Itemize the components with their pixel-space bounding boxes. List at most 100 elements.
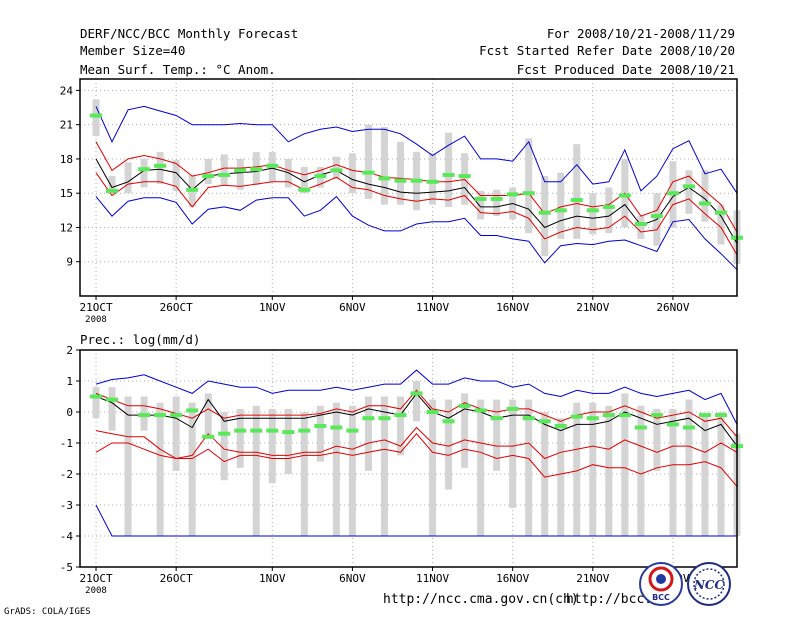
observed-marker [186, 187, 199, 192]
x-tick-label: 1NOV [259, 301, 286, 314]
spread-bar [573, 144, 581, 239]
spread-bar [204, 158, 212, 185]
observed-marker [426, 179, 439, 184]
x-tick-label: 26OCT [160, 301, 193, 314]
observed-marker [282, 430, 295, 435]
observed-marker [490, 196, 503, 201]
y-tick-label: 0 [66, 406, 73, 419]
observed-marker [186, 408, 199, 413]
observed-marker [90, 113, 103, 118]
spread-bar [573, 402, 581, 536]
x-tick-label: 26OCT [160, 572, 193, 585]
spread-bar [92, 99, 100, 137]
spread-bar [380, 126, 388, 205]
observed-marker [666, 422, 679, 427]
x-tick-label: 11NOV [416, 572, 449, 585]
observed-marker [618, 413, 631, 418]
x-tick-label: 11NOV [416, 301, 449, 314]
observed-marker [154, 163, 167, 168]
bcc-logo: BCC [639, 562, 683, 606]
spread-bar [685, 170, 693, 214]
y-tick-label: 24 [60, 84, 74, 97]
observed-marker [394, 178, 407, 183]
y-tick-label: -5 [60, 561, 73, 574]
series-min-line [95, 195, 738, 271]
ncc-logo: NCC [687, 562, 731, 606]
observed-marker [490, 416, 503, 421]
url-ncc[interactable]: http://ncc.cma.gov.cn(ch) [383, 592, 579, 607]
observed-marker [250, 167, 263, 172]
y-tick-label: 2 [66, 344, 73, 357]
observed-marker [586, 208, 599, 213]
spread-bar [557, 172, 565, 239]
observed-marker [602, 204, 615, 209]
spread-bar [509, 399, 517, 509]
observed-marker [586, 416, 599, 421]
observed-marker [458, 174, 471, 179]
observed-marker [90, 394, 103, 399]
observed-marker [202, 174, 215, 179]
ncc-logo-text: NCC [693, 578, 725, 592]
observed-marker [314, 174, 327, 179]
spread-bar [589, 402, 597, 536]
observed-marker [394, 413, 407, 418]
spread-bar [557, 418, 565, 536]
spread-bar [413, 381, 421, 422]
refer-date: Fcst Started Refer Date 2008/10/20 [479, 43, 735, 58]
observed-marker [506, 406, 519, 411]
spread-bar [300, 166, 308, 194]
observed-marker [538, 419, 551, 424]
series-p10-line [95, 426, 738, 460]
spread-bar [364, 396, 372, 471]
spread-bar [108, 387, 116, 431]
observed-marker [170, 413, 183, 418]
spread-bar [717, 204, 725, 245]
series-mean-line [95, 158, 738, 244]
header: DERF/NCC/BCC Monthly Forecast Member Siz… [80, 26, 735, 77]
observed-marker [634, 222, 647, 227]
spread-bar [236, 408, 244, 468]
observed-marker [410, 178, 423, 183]
x-tick-label: 21NOV [576, 572, 609, 585]
y-tick-label: -4 [60, 530, 74, 543]
url-bcc[interactable]: http://bcc. [566, 592, 652, 607]
observed-marker [138, 167, 151, 172]
observed-marker [346, 428, 359, 433]
observed-marker [330, 168, 343, 173]
x-tick-label: 16NOV [496, 301, 529, 314]
spread-bar [637, 405, 645, 536]
observed-marker [650, 214, 663, 219]
spread-bar [172, 396, 180, 471]
chart-title: DERF/NCC/BCC Monthly Forecast [80, 26, 298, 41]
spread-bar [204, 393, 212, 437]
member-size: Member Size=40 [80, 43, 185, 58]
x-tick-label: 16NOV [496, 572, 529, 585]
observed-marker [634, 425, 647, 430]
observed-marker [682, 425, 695, 430]
observed-marker [234, 428, 247, 433]
spread-bar [445, 399, 453, 490]
y-tick-label: -1 [60, 437, 73, 450]
spread-bar [364, 124, 372, 199]
observed-marker [362, 170, 375, 175]
spread-bar [493, 189, 501, 217]
spread-bar [284, 408, 292, 474]
spread-bar [300, 412, 308, 536]
y-tick-label: -3 [60, 499, 73, 512]
observed-marker [570, 198, 583, 203]
spread-bar [348, 153, 356, 194]
observed-marker [378, 176, 391, 181]
observed-marker [506, 192, 519, 197]
observed-marker [234, 168, 247, 173]
observed-marker [650, 413, 663, 418]
observed-marker [570, 414, 583, 419]
spread-bar [461, 393, 469, 468]
series-p10-line [95, 172, 738, 256]
grads-credit: GrADS: COLA/IGES [4, 607, 91, 617]
y-tick-label: 12 [60, 221, 73, 234]
observed-marker [298, 187, 311, 192]
observed-marker [682, 184, 695, 189]
spread-bar [461, 153, 469, 205]
observed-marker [442, 172, 455, 177]
spread-bar [220, 412, 228, 481]
